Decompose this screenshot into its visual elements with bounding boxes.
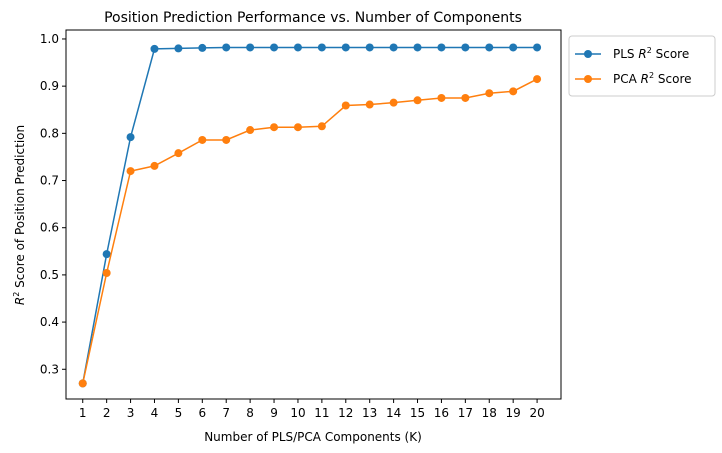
x-tick-label: 5 xyxy=(175,406,183,420)
series-line-pca xyxy=(82,78,538,384)
pls-point xyxy=(293,43,302,52)
pls-point xyxy=(198,43,207,52)
y-tick-label: 0.8 xyxy=(40,126,59,140)
y-axis: 0.3 0.4 0.5 0.6 0.7 0.8 0.9 1.0 xyxy=(40,32,66,376)
pls-point xyxy=(102,250,111,259)
x-tick-label: 3 xyxy=(127,406,135,420)
pls-point xyxy=(341,43,350,52)
pca-point xyxy=(222,135,231,144)
pca-point xyxy=(174,149,183,158)
series-layer xyxy=(78,43,542,388)
pls-point xyxy=(246,43,255,52)
pca-point xyxy=(270,123,279,132)
pca-point xyxy=(78,379,87,388)
pls-point xyxy=(389,43,398,52)
plot-frame xyxy=(65,29,562,400)
pls-point xyxy=(222,43,231,52)
pls-point xyxy=(461,43,470,52)
x-tick-label: 1 xyxy=(79,406,87,420)
pca-point xyxy=(317,122,326,131)
pls-point xyxy=(365,43,374,52)
pca-point xyxy=(150,161,159,170)
pls-point xyxy=(317,43,326,52)
pls-point xyxy=(150,44,159,53)
pca-point xyxy=(126,167,135,176)
legend-label-pls: PLS R2 Score xyxy=(613,46,689,61)
pca-point xyxy=(198,135,207,144)
pca-point xyxy=(389,98,398,107)
legend-marker-pca xyxy=(584,75,592,83)
pls-point xyxy=(533,43,542,52)
pca-point xyxy=(413,96,422,105)
y-tick-label: 0.7 xyxy=(40,174,59,188)
y-tick-label: 0.6 xyxy=(40,221,59,235)
x-tick-label: 9 xyxy=(270,406,278,420)
pca-point xyxy=(437,93,446,102)
x-axis-label: Number of PLS/PCA Components (K) xyxy=(204,430,422,444)
y-axis-label: R2 Score of Position Prediction xyxy=(12,125,27,305)
pca-point xyxy=(533,75,542,84)
pca-point xyxy=(246,126,255,135)
y-tick-label: 0.4 xyxy=(40,315,59,329)
x-tick-label: 15 xyxy=(410,406,425,420)
x-tick-label: 10 xyxy=(290,406,305,420)
pca-point xyxy=(293,123,302,132)
x-tick-label: 19 xyxy=(506,406,521,420)
pls-point xyxy=(413,43,422,52)
x-tick-label: 20 xyxy=(529,406,544,420)
pca-point xyxy=(485,89,494,98)
legend-box xyxy=(568,35,716,97)
y-tick-label: 0.9 xyxy=(40,79,59,93)
x-tick-label: 13 xyxy=(362,406,377,420)
pca-point xyxy=(509,87,518,96)
x-tick-label: 14 xyxy=(386,406,401,420)
y-tick-label: 1.0 xyxy=(40,32,59,46)
x-tick-label: 12 xyxy=(338,406,353,420)
pls-point xyxy=(174,44,183,53)
pca-point xyxy=(365,100,374,109)
x-tick-label: 8 xyxy=(246,406,254,420)
pls-point xyxy=(126,133,135,142)
pca-point xyxy=(461,93,470,102)
x-tick-label: 4 xyxy=(151,406,159,420)
pls-point xyxy=(485,43,494,52)
pls-point xyxy=(270,43,279,52)
x-tick-label: 16 xyxy=(434,406,449,420)
x-tick-label: 2 xyxy=(103,406,111,420)
pca-point xyxy=(102,269,111,278)
pls-point xyxy=(509,43,518,52)
legend-marker-pls xyxy=(584,50,592,58)
legend-label-pca: PCA R2 Score xyxy=(613,71,692,86)
x-tick-label: 6 xyxy=(198,406,206,420)
x-tick-label: 7 xyxy=(222,406,230,420)
pca-point xyxy=(341,101,350,110)
plot-area: 0.30.40.50.60.70.80.91.0 1 2 3 4 5 6 7 8 9 10 11 12… xyxy=(40,29,562,420)
y-tick-label: 0.3 xyxy=(40,362,59,376)
pls-point xyxy=(437,43,446,52)
x-tick-label: 11 xyxy=(314,406,329,420)
chart-title: Position Prediction Performance vs. Numb… xyxy=(104,10,522,26)
y-tick-label: 0.5 xyxy=(40,268,59,282)
x-tick-label: 17 xyxy=(458,406,473,420)
x-axis: 1 2 3 4 5 6 7 8 9 10 11 12 13 14 15 16 17 18 19 20 xyxy=(79,399,545,420)
legend: PLS R2 Score PCA R2 Score xyxy=(568,35,716,97)
x-tick-label: 18 xyxy=(482,406,497,420)
